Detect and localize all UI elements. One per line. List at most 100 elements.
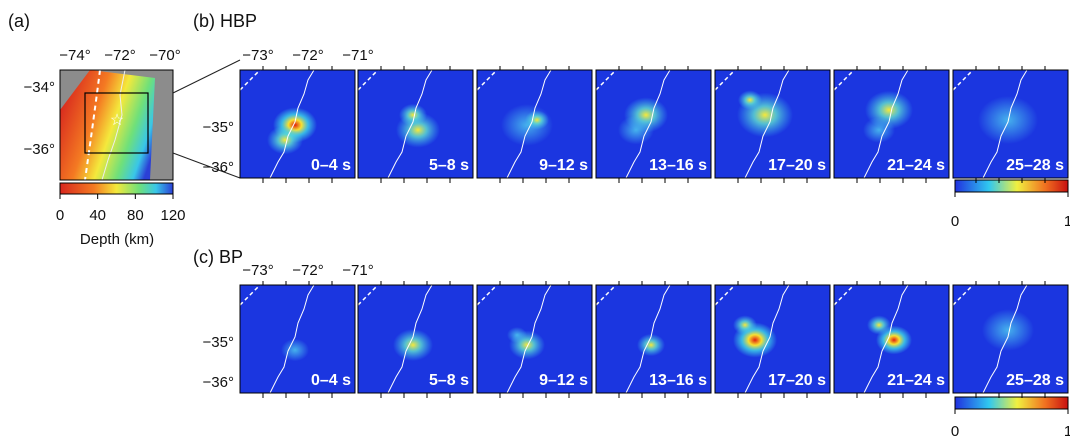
trench	[357, 69, 379, 91]
trench	[595, 69, 617, 91]
colorbar	[954, 179, 1069, 193]
energy-blob	[982, 309, 1034, 351]
trench	[952, 69, 974, 91]
lat-tick-label: −35°	[203, 119, 234, 136]
colorbar-tick-label: 0	[951, 213, 959, 230]
bp-panel: 9–12 s	[476, 281, 593, 398]
lon-tick-label: −74°	[59, 47, 90, 64]
colorbar	[59, 182, 174, 195]
trench	[239, 69, 261, 91]
coastline	[506, 69, 552, 179]
coastline	[744, 69, 790, 179]
lon-tick-label: −72°	[292, 47, 323, 64]
lat-tick-label: −36°	[24, 141, 55, 158]
lat-tick-label: −34°	[24, 79, 55, 96]
panel-frame	[952, 284, 1069, 394]
trench	[714, 284, 736, 306]
time-window-label: 25–28 s	[1006, 372, 1064, 389]
bp-panel: 5–8 s	[357, 66, 474, 183]
panel-frame	[476, 284, 593, 394]
energy-blob	[507, 327, 527, 343]
trench	[84, 69, 101, 181]
panel-frame	[357, 69, 474, 179]
colorbar-tick-label: 0	[951, 423, 959, 437]
trench	[714, 69, 736, 91]
lon-tick-label: −71°	[342, 262, 373, 279]
trench	[952, 284, 974, 306]
energy-blob	[738, 90, 762, 110]
panel-frame	[952, 69, 1069, 179]
coastline	[744, 284, 790, 394]
panel-frame	[714, 284, 831, 394]
time-window-label: 0–4 s	[311, 157, 351, 174]
trench	[476, 69, 498, 91]
lon-tick-label: −70°	[149, 47, 180, 64]
panel-frame	[595, 284, 712, 394]
colorbar-tick-label: 1	[1064, 213, 1070, 230]
energy-blob	[393, 329, 433, 361]
bp-panel: 0–4 s	[239, 281, 356, 398]
panel-frame	[239, 69, 356, 179]
colorbar-tick-label: 120	[160, 207, 185, 224]
lat-tick-label: −36°	[203, 374, 234, 391]
bp-panel: 25–28 s	[952, 66, 1069, 183]
trench	[476, 284, 498, 306]
depth-map: ☆	[59, 59, 241, 181]
energy-blob	[867, 315, 891, 335]
coastline	[982, 284, 1028, 394]
bp-panel: 17–20 s	[714, 281, 831, 398]
coastline	[982, 69, 1028, 179]
energy-blob	[267, 125, 303, 155]
time-window-label: 21–24 s	[887, 157, 945, 174]
coastline	[625, 69, 671, 179]
study-box	[84, 92, 149, 154]
epicenter-star: ☆	[110, 112, 124, 129]
zoom-line	[172, 152, 241, 179]
time-window-label: 5–8 s	[429, 157, 469, 174]
zoom-line	[172, 59, 241, 94]
panel-frame	[833, 69, 950, 179]
bp-panel: 0–4 s	[239, 66, 356, 183]
lon-tick-label: −73°	[242, 262, 273, 279]
trench	[357, 284, 379, 306]
time-window-label: 5–8 s	[429, 372, 469, 389]
colorbar-tick-label: 80	[127, 207, 144, 224]
coastline	[101, 69, 126, 181]
time-window-label: 13–16 s	[649, 372, 707, 389]
bp-panel: 21–24 s	[833, 66, 950, 183]
bp-panel: 13–16 s	[595, 281, 712, 398]
panel-label: (a)	[8, 11, 30, 31]
panel-frame	[833, 284, 950, 394]
time-window-label: 9–12 s	[539, 372, 588, 389]
panel-label: (b) HBP	[193, 11, 257, 31]
bp-panel: 25–28 s	[952, 281, 1069, 398]
energy-blob	[618, 115, 654, 145]
time-window-label: 21–24 s	[887, 372, 945, 389]
coastline	[625, 284, 671, 394]
bp-panel: 5–8 s	[357, 281, 474, 398]
energy-blob	[399, 103, 427, 127]
lon-tick-label: −71°	[342, 47, 373, 64]
energy-blob	[863, 117, 895, 143]
panel-frame	[595, 69, 712, 179]
bp-panel: 13–16 s	[595, 66, 712, 183]
time-window-label: 17–20 s	[768, 372, 826, 389]
lon-tick-label: −72°	[292, 262, 323, 279]
coastline	[506, 284, 552, 394]
coastline	[269, 69, 315, 179]
colorbar-tick-label: 0	[56, 207, 64, 224]
coastline	[387, 69, 433, 179]
panel-frame	[357, 284, 474, 394]
time-window-label: 0–4 s	[311, 372, 351, 389]
lon-tick-label: −73°	[242, 47, 273, 64]
panel-frame	[239, 284, 356, 394]
trench	[239, 284, 261, 306]
bp-panel: 9–12 s	[476, 66, 593, 183]
bp-panel: 21–24 s	[833, 281, 950, 398]
bp-panel: 17–20 s	[714, 66, 831, 183]
lat-tick-label: −35°	[203, 334, 234, 351]
time-window-label: 9–12 s	[539, 157, 588, 174]
coastline	[269, 284, 315, 394]
colorbar-tick-label: 40	[89, 207, 106, 224]
time-window-label: 25–28 s	[1006, 157, 1064, 174]
